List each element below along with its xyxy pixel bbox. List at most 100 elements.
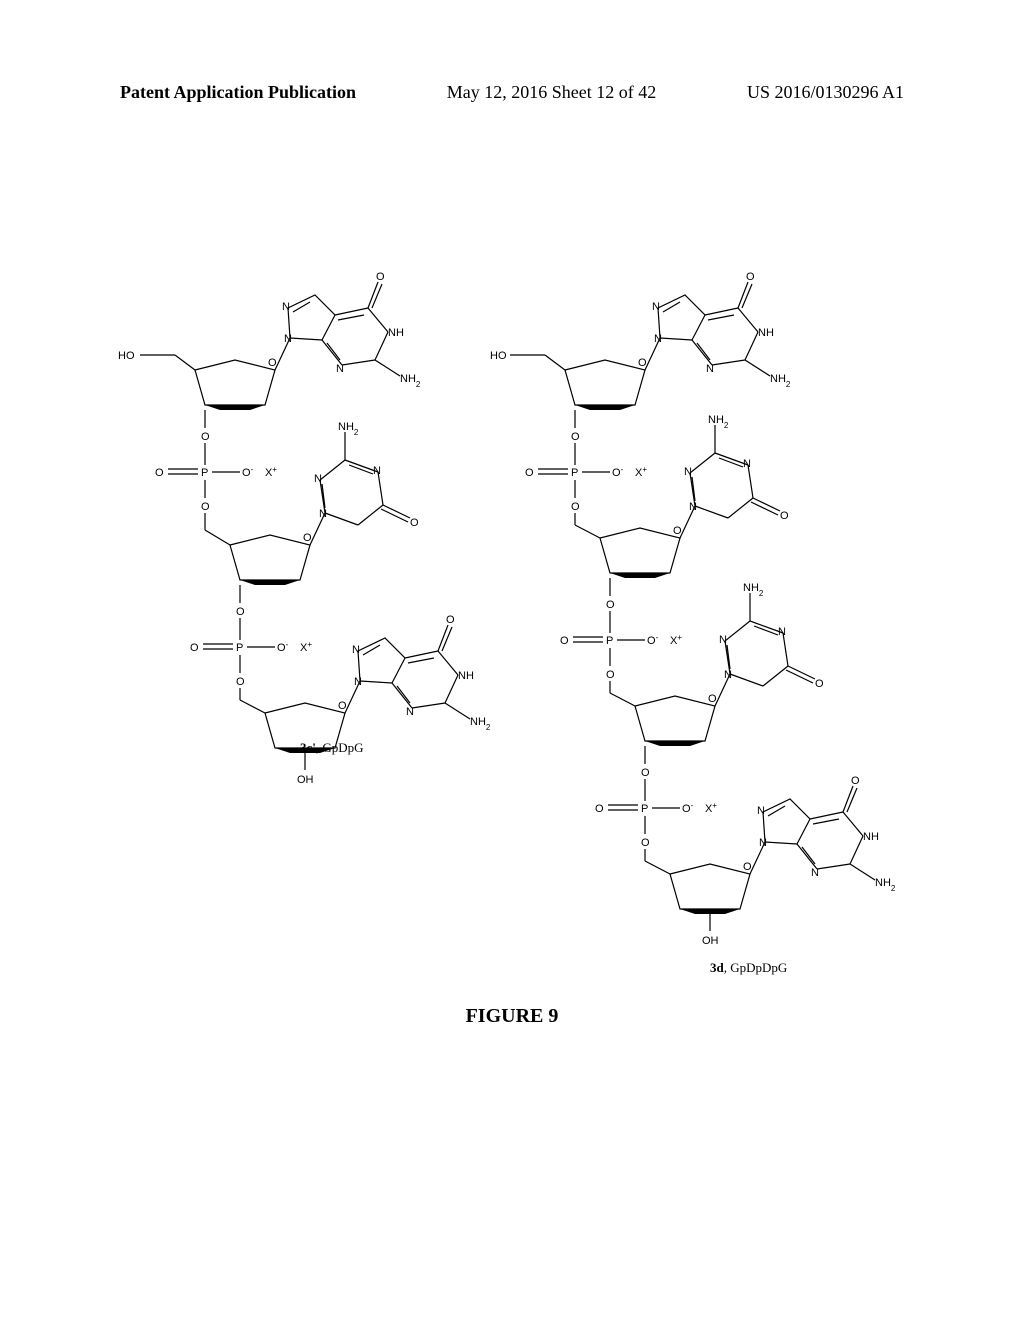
svg-text:N: N	[689, 501, 697, 513]
svg-text:N: N	[778, 626, 786, 638]
svg-text:O: O	[236, 676, 245, 688]
svg-text:O: O	[606, 599, 615, 611]
svg-text:N: N	[706, 363, 714, 375]
svg-text:N: N	[284, 333, 292, 345]
svg-text:O: O	[571, 431, 580, 443]
guanine-base-1-r: N N O NH N NH2	[652, 271, 791, 389]
svg-text:X+: X+	[705, 801, 717, 816]
base-d-1-r: N N N NH2 O	[684, 414, 789, 522]
svg-text:P: P	[201, 467, 208, 479]
svg-text:N: N	[314, 473, 322, 485]
compound-label-3c: 3c', GpDpG	[300, 740, 364, 756]
svg-text:NH2: NH2	[470, 716, 491, 732]
svg-text:O-: O-	[277, 640, 289, 655]
compound-label-3d: 3d, GpDpDpG	[710, 960, 787, 976]
svg-text:O: O	[641, 837, 650, 849]
svg-text:HO: HO	[118, 350, 135, 362]
svg-text:O-: O-	[242, 465, 254, 480]
svg-text:O: O	[201, 501, 210, 513]
svg-text:NH2: NH2	[708, 414, 729, 430]
svg-text:O: O	[201, 431, 210, 443]
svg-text:N: N	[743, 458, 751, 470]
guanine-base-1: N N O NH N NH2	[282, 271, 421, 389]
svg-text:O: O	[571, 501, 580, 513]
svg-text:O: O	[190, 642, 199, 654]
svg-text:O-: O-	[612, 465, 624, 480]
svg-text:N: N	[811, 867, 819, 879]
sugar-ring-1-r: O HO O	[490, 338, 660, 443]
svg-text:N: N	[757, 805, 765, 817]
header-patent-number: US 2016/0130296 A1	[747, 82, 904, 103]
svg-text:N: N	[719, 634, 727, 646]
svg-text:P: P	[606, 635, 613, 647]
svg-text:NH: NH	[758, 327, 774, 339]
svg-text:NH: NH	[863, 831, 879, 843]
svg-text:N: N	[654, 333, 662, 345]
svg-text:N: N	[354, 676, 362, 688]
svg-text:P: P	[571, 467, 578, 479]
svg-text:O: O	[446, 614, 455, 626]
svg-text:X+: X+	[300, 640, 312, 655]
svg-text:O-: O-	[647, 633, 659, 648]
sugar-ring-3-r: O O	[635, 674, 730, 779]
figure-container: O HO O N N	[110, 260, 890, 860]
phosphate-2-r: P O O- X+ O	[560, 611, 682, 706]
base-d-2-r: N N N NH2 O	[719, 582, 824, 690]
phosphate-3-r: P O O- X+ O	[595, 779, 717, 874]
figure-number-label: FIGURE 9	[0, 1005, 1024, 1028]
phosphate-1: P O O- X+ O	[155, 443, 277, 545]
base-d-1: N N N NH2 O	[314, 421, 419, 529]
svg-text:O: O	[560, 635, 569, 647]
guanine-base-4-r: N N O NH N NH2	[757, 775, 896, 893]
svg-text:N: N	[759, 837, 767, 849]
svg-text:O: O	[595, 803, 604, 815]
svg-text:N: N	[406, 706, 414, 718]
svg-text:O: O	[376, 271, 385, 283]
svg-text:N: N	[684, 466, 692, 478]
svg-text:O: O	[155, 467, 164, 479]
svg-text:N: N	[373, 465, 381, 477]
svg-text:NH: NH	[458, 670, 474, 682]
svg-text:O: O	[851, 775, 860, 787]
sugar-ring-3: O OH	[265, 681, 360, 786]
svg-text:N: N	[282, 301, 290, 313]
svg-text:X+: X+	[670, 633, 682, 648]
svg-text:NH2: NH2	[875, 877, 896, 893]
sugar-ring-2-r: O O	[600, 506, 695, 611]
structure-gpdpg: O HO O N N	[110, 260, 490, 765]
structure-gpdpdpg: O HO O N N	[490, 260, 890, 905]
guanine-base-3: N N O NH N NH2	[352, 614, 491, 732]
svg-text:N: N	[352, 644, 360, 656]
svg-text:N: N	[336, 363, 344, 375]
sugar-ring-4-r: O OH	[670, 842, 765, 947]
svg-text:NH: NH	[388, 327, 404, 339]
phosphate-1-r: P O O- X+ O	[525, 443, 647, 538]
svg-text:O: O	[815, 678, 824, 690]
svg-text:NH2: NH2	[400, 373, 421, 389]
svg-text:O: O	[641, 767, 650, 779]
svg-text:NH2: NH2	[338, 421, 359, 437]
svg-text:O: O	[606, 669, 615, 681]
svg-text:OH: OH	[702, 935, 719, 947]
svg-text:O: O	[236, 606, 245, 618]
svg-text:O: O	[780, 510, 789, 522]
svg-text:OH: OH	[297, 774, 314, 786]
svg-text:N: N	[652, 301, 660, 313]
svg-text:O: O	[410, 517, 419, 529]
sugar-ring-1: O HO O	[118, 338, 290, 443]
svg-text:X+: X+	[265, 465, 277, 480]
svg-text:P: P	[236, 642, 243, 654]
header-publication: Patent Application Publication	[120, 82, 356, 103]
svg-text:N: N	[319, 508, 327, 520]
svg-text:O-: O-	[682, 801, 694, 816]
svg-text:NH2: NH2	[743, 582, 764, 598]
svg-text:N: N	[724, 669, 732, 681]
phosphate-2: P O O- X+ O	[190, 618, 312, 713]
svg-text:X+: X+	[635, 465, 647, 480]
svg-text:NH2: NH2	[770, 373, 791, 389]
svg-text:P: P	[641, 803, 648, 815]
svg-text:HO: HO	[490, 350, 507, 362]
svg-text:O: O	[746, 271, 755, 283]
header-date-sheet: May 12, 2016 Sheet 12 of 42	[447, 82, 656, 103]
sugar-ring-2: O O	[230, 513, 325, 618]
